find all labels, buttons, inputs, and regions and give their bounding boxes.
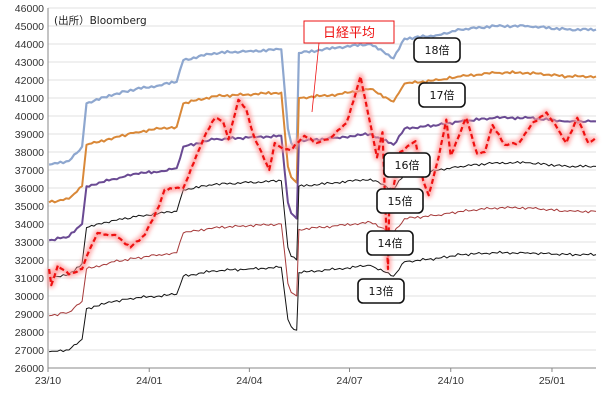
x-tick-label: 24/04	[236, 375, 262, 387]
y-tick-label: 27000	[15, 345, 44, 357]
y-tick-label: 40000	[15, 111, 44, 123]
label-box-14x: 14倍	[366, 230, 414, 256]
y-tick-label: 33000	[15, 237, 44, 249]
y-tick-label: 30000	[15, 291, 44, 303]
grid-lines	[47, 7, 596, 369]
x-tick-label: 23/10	[35, 375, 61, 387]
y-tick-label: 31000	[15, 273, 44, 285]
x-tick-label: 25/01	[539, 375, 565, 387]
label-14x: 14倍	[378, 236, 403, 250]
y-tick-label: 28000	[15, 327, 44, 339]
series-line-18x	[48, 24, 597, 166]
series-line-17x	[48, 70, 597, 204]
label-box-18x: 18倍	[413, 37, 461, 63]
label-18x: 18倍	[425, 43, 450, 57]
y-tick-label: 41000	[15, 93, 44, 105]
label-box-17x: 17倍	[418, 82, 466, 108]
y-axis-tick-labels: 26000 27000 28000 29000 30000 31000 32000 33000…	[15, 3, 44, 375]
y-tick-label: 36000	[15, 183, 44, 195]
y-tick-label: 34000	[15, 219, 44, 231]
series-label-boxes: 18倍 17倍 16倍 15倍 14倍 13倍	[357, 37, 466, 304]
y-tick-label: 44000	[15, 39, 44, 51]
y-tick-label: 35000	[15, 201, 44, 213]
label-15x: 15倍	[388, 194, 413, 208]
x-axis-tick-labels: 23/10 24/01 24/04 24/07 24/10 25/01	[35, 368, 565, 387]
label-17x: 17倍	[430, 88, 455, 102]
y-tick-label: 26000	[15, 363, 44, 375]
y-tick-label: 46000	[15, 3, 44, 15]
label-box-15x: 15倍	[376, 188, 424, 214]
y-tick-label: 42000	[15, 75, 44, 87]
y-tick-label: 32000	[15, 255, 44, 267]
y-tick-label: 45000	[15, 21, 44, 33]
x-tick-label: 24/07	[336, 375, 362, 387]
label-box-13x: 13倍	[357, 278, 405, 304]
y-tick-label: 29000	[15, 309, 44, 321]
series-line-15x	[49, 161, 597, 279]
label-13x: 13倍	[369, 284, 394, 298]
x-tick-label: 24/01	[136, 375, 162, 387]
x-tick-label: 24/10	[438, 375, 464, 387]
y-tick-label: 43000	[15, 57, 44, 69]
series-line-16x	[48, 115, 597, 242]
source-label: (出所）Bloomberg	[54, 14, 147, 27]
y-tick-label: 37000	[15, 165, 44, 177]
nikkei-annotation-text: 日経平均	[323, 26, 375, 41]
annotation-nikkei: 日経平均	[303, 20, 395, 113]
label-16x: 16倍	[395, 158, 420, 172]
series-lines	[46, 24, 599, 353]
y-tick-label: 39000	[15, 129, 44, 141]
y-tick-label: 38000	[15, 147, 44, 159]
series-line-nikkei	[48, 75, 597, 287]
series-line-14x	[49, 206, 597, 317]
series-line-13x	[48, 250, 597, 353]
label-box-16x: 16倍	[383, 152, 431, 178]
series-line-nikkei-glow	[46, 73, 599, 289]
